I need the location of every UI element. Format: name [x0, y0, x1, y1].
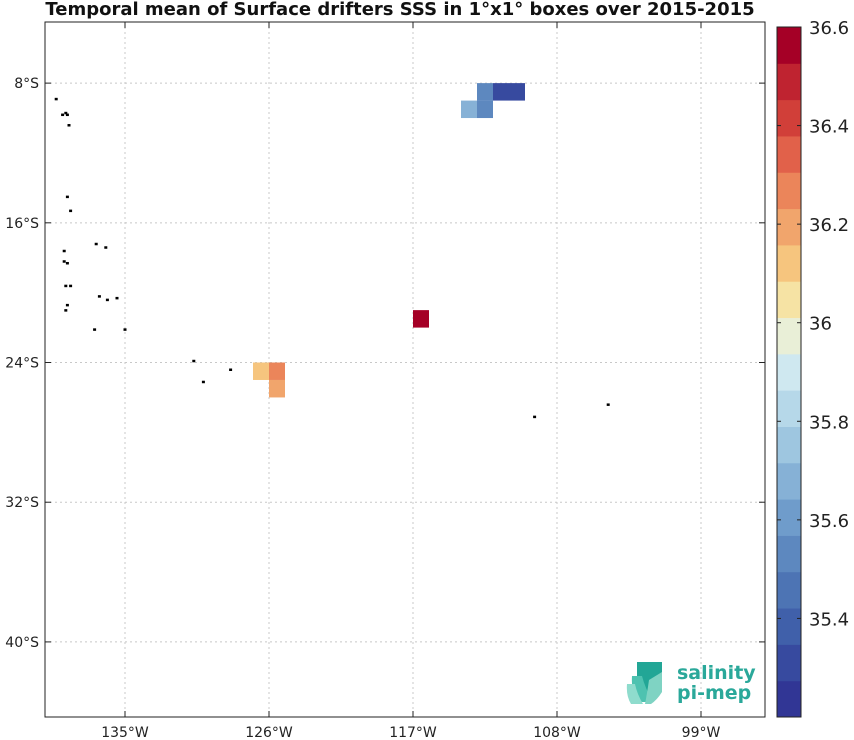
colorbar-tick-label: 36.2	[809, 215, 849, 236]
salinity-cell	[461, 100, 477, 119]
logo-line2: pi-mep	[677, 682, 751, 704]
x-tick-label: 135°W	[101, 725, 149, 740]
colorbar-segment	[777, 571, 801, 609]
logo-wave-icon	[626, 662, 662, 704]
colorbar-tick-label: 35.8	[809, 412, 849, 433]
island-marker	[104, 246, 108, 249]
island-marker	[65, 261, 69, 265]
salinity-cells	[253, 83, 525, 398]
colorbar-segment	[777, 208, 801, 246]
island-marker	[65, 113, 69, 117]
colorbar-segment	[777, 27, 801, 64]
island-marker	[229, 368, 233, 371]
y-ticks: 8°S 16°S 24°S 32°S 40°S	[5, 76, 765, 651]
colorbar-segment	[777, 244, 801, 282]
colorbar-tick-label: 35.6	[809, 511, 849, 532]
colorbar-segment	[777, 499, 801, 536]
island-marker	[64, 111, 68, 115]
x-tick-label: 117°W	[389, 725, 437, 740]
x-tick-label: 126°W	[245, 725, 293, 740]
plot-frame	[44, 21, 766, 718]
y-tick-label: 16°S	[5, 216, 39, 232]
island-marker	[65, 303, 69, 307]
y-tick-label: 8°S	[14, 76, 39, 92]
island-marker	[62, 249, 66, 253]
colorbar-tick-label: 35.4	[809, 609, 849, 630]
island-marker	[65, 195, 69, 199]
colorbar-segment	[777, 353, 801, 391]
islands	[54, 97, 610, 419]
island-marker	[201, 380, 205, 384]
salinity-cell	[509, 83, 525, 101]
logo-line1: salinity	[677, 662, 756, 684]
salinity-cell	[253, 362, 269, 380]
island-marker	[69, 284, 73, 288]
salinity-cell	[477, 100, 493, 119]
colorbar-segment	[777, 462, 801, 500]
island-marker	[105, 298, 109, 302]
salinity-cell	[477, 83, 493, 101]
island-marker	[94, 242, 98, 246]
x-ticks: 135°W 126°W 117°W 108°W 99°W	[101, 22, 720, 740]
colorbar-segment	[777, 281, 801, 319]
colorbar-segment	[777, 99, 801, 137]
island-marker	[115, 296, 119, 300]
y-tick-label: 32°S	[5, 495, 39, 511]
island-marker	[69, 209, 73, 213]
colorbar-segment	[777, 135, 801, 173]
island-marker	[54, 97, 58, 101]
colorbar: 35.4 35.6 35.8 36 36.2 36.4 36.6	[776, 18, 849, 718]
colorbar-segment	[777, 680, 801, 718]
colorbar-segment	[777, 172, 801, 210]
island-marker	[61, 113, 65, 117]
y-tick-label: 40°S	[5, 635, 39, 651]
salinity-cell	[493, 83, 509, 101]
x-tick-label: 99°W	[682, 725, 721, 740]
colorbar-segment	[777, 426, 801, 464]
island-marker	[192, 359, 196, 363]
colorbar-segment	[777, 317, 801, 355]
salinity-cell	[413, 310, 429, 328]
island-marker	[67, 124, 71, 127]
colorbar-tick-label: 36.6	[809, 18, 849, 39]
island-marker	[606, 403, 610, 406]
salinity-cell	[269, 362, 285, 380]
colorbar-segment	[777, 608, 801, 645]
grid-lines	[45, 22, 765, 717]
colorbar-tick-label: 36.4	[809, 117, 849, 138]
colorbar-segment	[777, 644, 801, 682]
salinity-pimep-logo: salinity pi-mep	[626, 662, 756, 704]
colorbar-segment	[777, 535, 801, 573]
island-marker	[123, 328, 127, 331]
island-marker	[533, 415, 537, 419]
island-marker	[97, 295, 101, 298]
salinity-cell	[269, 379, 285, 398]
island-marker	[64, 284, 68, 288]
colorbar-frame	[776, 26, 802, 718]
island-marker	[62, 260, 66, 263]
island-marker	[64, 309, 68, 312]
colorbar-tick-label: 36	[809, 314, 832, 335]
island-marker	[93, 328, 97, 331]
y-tick-label: 24°S	[5, 356, 39, 372]
chart-title: Temporal mean of Surface drifters SSS in…	[45, 0, 755, 20]
colorbar-segment	[777, 63, 801, 101]
x-tick-label: 108°W	[533, 725, 581, 740]
